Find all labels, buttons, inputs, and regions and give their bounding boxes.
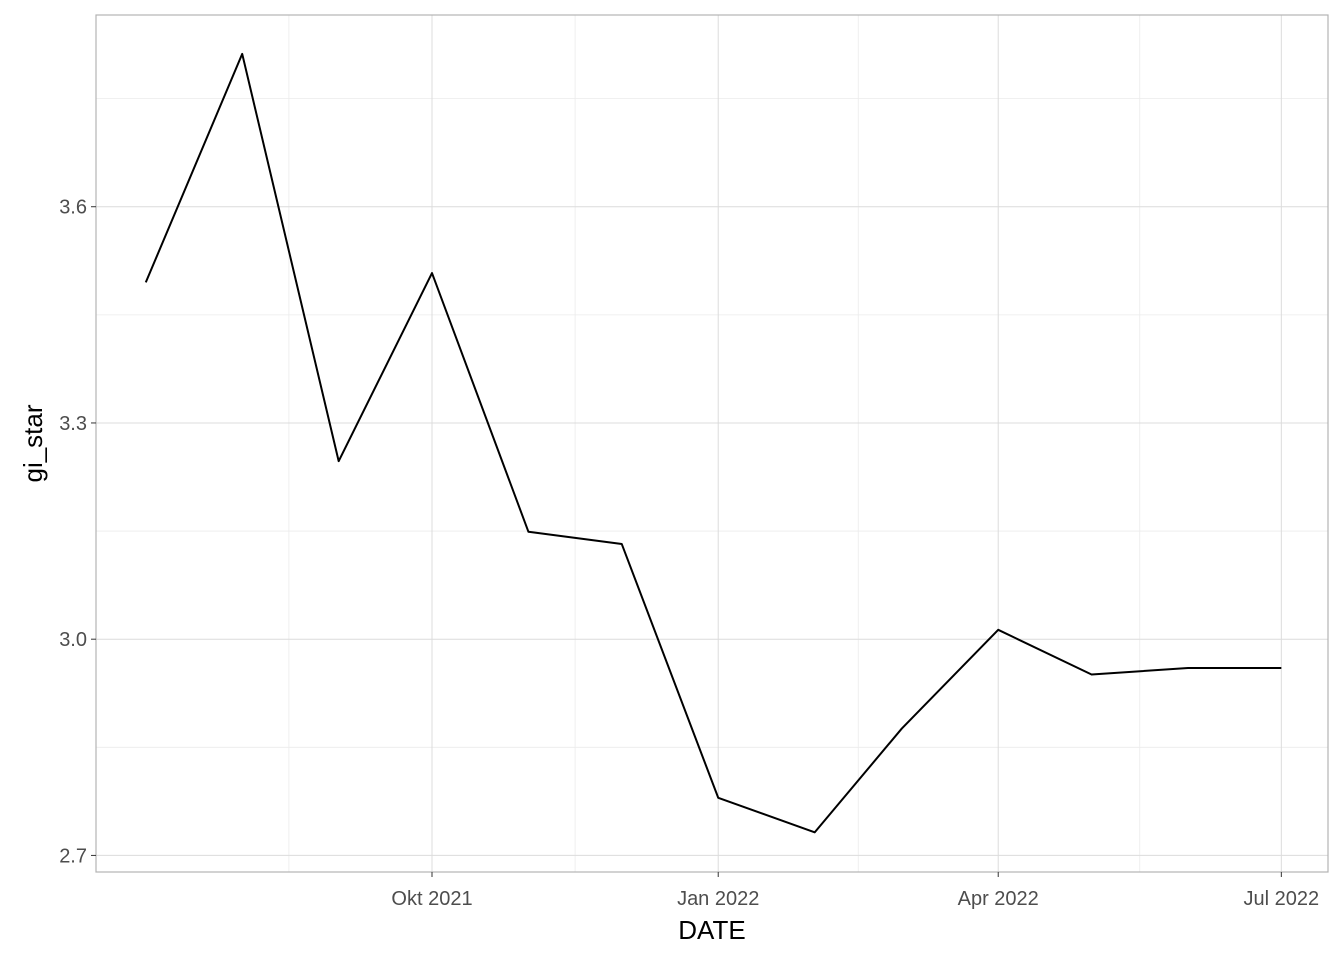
- x-tick-label: Jul 2022: [1244, 888, 1320, 910]
- series-line: [144, 52, 1282, 834]
- x-tick-label: Okt 2021: [391, 888, 472, 910]
- y-axis-title: gi_star: [18, 404, 48, 482]
- y-axis-ticks: 2.7 3.0 3.3 3.6: [59, 197, 96, 867]
- major-gridlines-x: [431, 15, 1282, 872]
- x-tick-label: Apr 2022: [958, 888, 1039, 910]
- x-axis-title: DATE: [678, 915, 745, 945]
- x-axis-ticks: Okt 2021 Jan 2022 Apr 2022 Jul 2022: [391, 872, 1319, 910]
- minor-gridlines-x: [288, 15, 1141, 872]
- y-tick-label: 3.3: [59, 413, 87, 435]
- major-gridlines-y: [96, 206, 1328, 856]
- y-tick-label: 2.7: [59, 845, 87, 867]
- x-tick-label: Jan 2022: [677, 888, 759, 910]
- series-layer: [144, 52, 1282, 834]
- plot-panel-border: [95, 14, 1329, 873]
- minor-gridlines-y: [96, 98, 1328, 748]
- y-tick-label: 3.6: [59, 197, 87, 219]
- y-tick-label: 3.0: [59, 629, 87, 651]
